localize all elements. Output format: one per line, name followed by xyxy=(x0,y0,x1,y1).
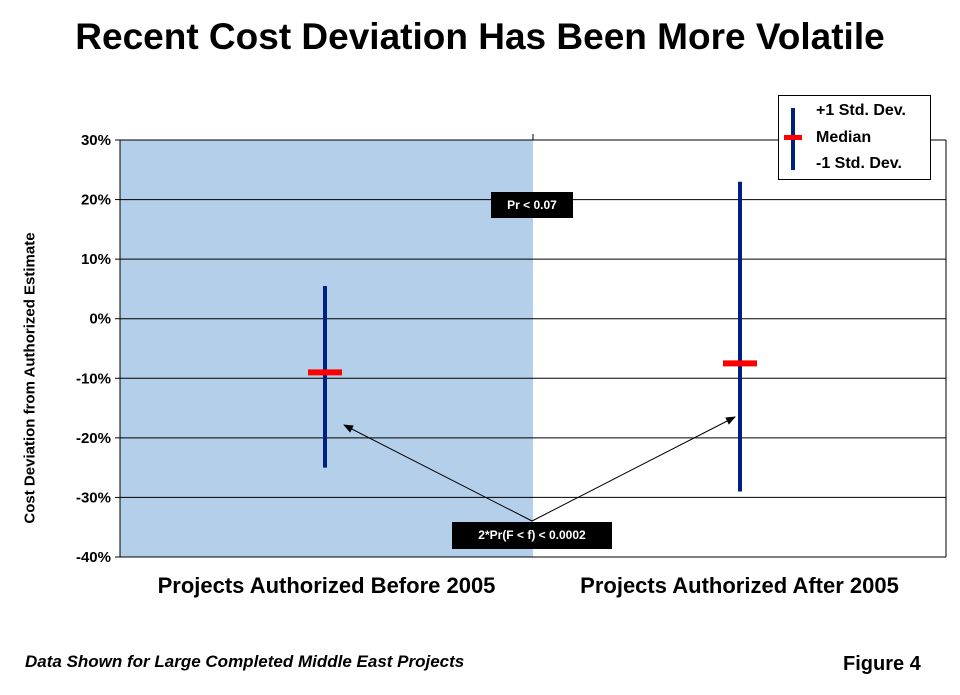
figure-label: Figure 4 xyxy=(843,653,921,675)
y-tick-label: -40% xyxy=(76,549,111,566)
f-test-arrow-right xyxy=(531,416,736,522)
x-category-label: Projects Authorized After 2005 xyxy=(580,573,899,598)
y-tick-label: 20% xyxy=(81,192,111,209)
x-category-label: Projects Authorized Before 2005 xyxy=(158,573,496,598)
y-tick-label: -10% xyxy=(76,370,111,387)
f-test-label: 2*Pr(F < f) < 0.0002 xyxy=(452,522,612,549)
f-test-arrow-left xyxy=(343,424,533,522)
y-tick-label: 10% xyxy=(81,251,111,268)
legend-median-swatch xyxy=(784,135,802,140)
y-tick-label: -30% xyxy=(76,489,111,506)
y-tick-label: -20% xyxy=(76,430,111,447)
chart-title: Recent Cost Deviation Has Been More Vola… xyxy=(75,16,885,57)
footnote: Data Shown for Large Completed Middle Ea… xyxy=(25,652,465,671)
pr-test-label: Pr < 0.07 xyxy=(491,192,573,218)
legend: +1 Std. Dev. Median -1 Std. Dev. xyxy=(778,95,931,180)
y-tick-label: 0% xyxy=(89,311,111,328)
legend-upper-label: +1 Std. Dev. xyxy=(816,102,906,119)
y-tick-label: 30% xyxy=(81,132,111,149)
legend-lower-label: -1 Std. Dev. xyxy=(816,155,902,172)
legend-median-label: Median xyxy=(816,129,872,146)
